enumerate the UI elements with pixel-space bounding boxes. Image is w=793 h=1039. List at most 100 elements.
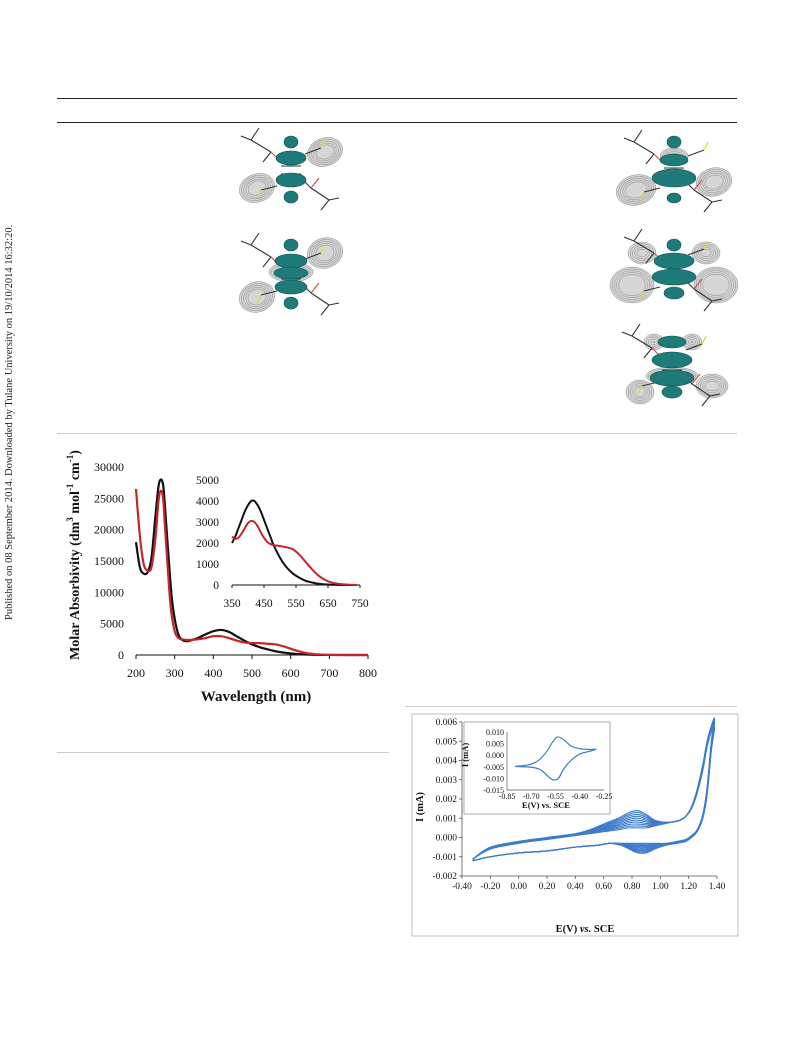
mo-orbital-lobe — [666, 135, 682, 149]
mo-bond — [310, 177, 320, 189]
mo-bond — [693, 278, 703, 290]
mo-bond — [693, 179, 703, 191]
mo-bond — [260, 290, 278, 296]
uv-series-line-2 — [134, 488, 369, 657]
mo-density-shell — [625, 379, 655, 405]
mo-bond — [250, 232, 260, 246]
uv-x-tick-label: 200 — [127, 666, 145, 680]
uv-x-tick-label: 600 — [282, 666, 300, 680]
uv-x-tick-label: 700 — [320, 666, 338, 680]
mo-bond — [250, 244, 272, 258]
mo-orbital-lobe — [273, 266, 309, 280]
mo-orbital-lobe — [666, 238, 682, 252]
mo-orbital-lobe — [275, 172, 307, 188]
cv-x-tick-label: 0.60 — [595, 882, 612, 892]
mo-bond — [645, 252, 655, 264]
mo-bond — [320, 139, 326, 149]
cv-inset-y-tick-label: -0.005 — [483, 763, 504, 772]
uv-vis-chart: 200 300 400 500 600 700 8000500010000150002000… — [65, 450, 377, 705]
uv-x-tick-label: 400 — [204, 666, 222, 680]
mo-bond — [703, 240, 709, 250]
uv-series-line-1 — [134, 478, 368, 657]
cv-inset-y-tick-label: -0.010 — [483, 774, 504, 783]
table-header-rule — [57, 122, 737, 123]
mo-bond — [328, 302, 340, 306]
cv-chart: -0.40 -0.20 0.00 0.20 0.40 0.60 0.80 1.00 1.20 1.… — [411, 713, 739, 937]
cv-inset-x-tick-label: -0.55 — [547, 792, 564, 801]
mo-bond — [240, 135, 252, 141]
mo-shell-contour — [704, 380, 720, 392]
cv-inset-x-tick-label: -0.70 — [523, 792, 540, 801]
uv-y-label-g: ) — [68, 450, 83, 455]
uv-inset-y-tick-label: 0 — [213, 580, 219, 592]
mo-bond — [260, 185, 278, 191]
mo-orbital-lobe — [661, 385, 683, 399]
mo-orbital-lobe — [283, 135, 299, 149]
mo-bond — [623, 236, 635, 242]
mo-bond — [687, 248, 705, 256]
mo-bond — [711, 199, 723, 203]
uv-main-plot-area: 200 300 400 500 600 700 8000500010000150002000… — [94, 460, 377, 680]
mo-orbital-lobe — [274, 253, 308, 269]
uv-inset-x-tick-label: 650 — [319, 598, 337, 610]
mo-bond — [701, 335, 707, 345]
cv-x-tick-label: 0.40 — [567, 882, 584, 892]
mo-density-shell — [695, 167, 733, 197]
mo-shell-contour — [704, 174, 724, 190]
mo-density-shell — [239, 173, 275, 203]
cv-inset-y-tick-label: -0.015 — [483, 786, 504, 795]
mo-shell-contour — [700, 248, 712, 258]
uv-y-label-e: cm — [68, 462, 83, 484]
uv-y-label-f: -1 — [65, 454, 75, 462]
mo-shell-contour — [636, 248, 648, 258]
cv-x-tick-label: -0.40 — [452, 882, 472, 892]
mo-orbital-lobe — [649, 369, 695, 387]
mo-orbital-lobe — [274, 279, 308, 295]
cv-x-axis-label: E(V) vs. SCE — [556, 924, 615, 935]
mo-bond — [623, 137, 635, 143]
uv-inset-x-tick-label: 750 — [351, 598, 369, 610]
uv-y-axis-label: Molar Absorbivity (dm3 mol-1 cm-1) — [65, 450, 83, 660]
mo-bond — [643, 187, 661, 193]
mo-density-shell — [307, 237, 343, 269]
mo-bond — [631, 323, 641, 337]
mo-bond — [240, 240, 252, 246]
mo-bond — [328, 197, 340, 201]
mo-bond — [637, 385, 643, 395]
mo-density-shell — [239, 281, 275, 313]
mo-bond — [621, 331, 633, 337]
mo-orbital-lobe — [283, 238, 299, 252]
mo-bond-framework — [240, 232, 340, 316]
uv-x-axis-label: Wavelength (nm) — [201, 689, 311, 705]
uv-inset-series-line-2 — [231, 519, 357, 586]
mo-bond — [639, 191, 645, 201]
mo-image-right-middle — [609, 228, 739, 312]
cv-chart-frame — [411, 713, 739, 937]
mo-bond — [304, 252, 322, 260]
mo-density-shell — [609, 266, 655, 304]
uv-x-tick-label: 500 — [243, 666, 261, 680]
mo-bond-framework — [623, 228, 723, 312]
cv-inset-x-axis-label: E(V) vs. SCE — [522, 800, 570, 810]
mo-image-left-bottom — [239, 232, 343, 316]
mo-orbital-lobe — [653, 252, 695, 270]
mo-bond — [701, 395, 711, 407]
mo-density-shell — [616, 174, 656, 206]
mo-density-shell — [643, 333, 665, 351]
cv-inset-x-tick-label: -0.40 — [571, 792, 588, 801]
mo-bond — [691, 373, 701, 385]
cv-inset-trace — [515, 736, 597, 781]
mo-bond — [639, 290, 645, 300]
mo-orbital-lobe — [666, 192, 682, 204]
mo-bond — [633, 141, 655, 155]
cv-x-label-b: vs. — [580, 924, 591, 935]
mo-bond — [320, 304, 330, 316]
mo-shell-contour — [690, 340, 694, 344]
cv-x-label-c: SCE — [591, 924, 614, 935]
mo-bond — [250, 139, 272, 153]
mo-bond — [250, 127, 260, 141]
cv-inset-y-tick-label: 0.005 — [486, 740, 504, 749]
side-publication-note-text: Published on 08 September 2014. Download… — [4, 224, 15, 620]
uv-y-label-b: 3 — [65, 517, 75, 522]
mo-bond — [256, 189, 262, 199]
